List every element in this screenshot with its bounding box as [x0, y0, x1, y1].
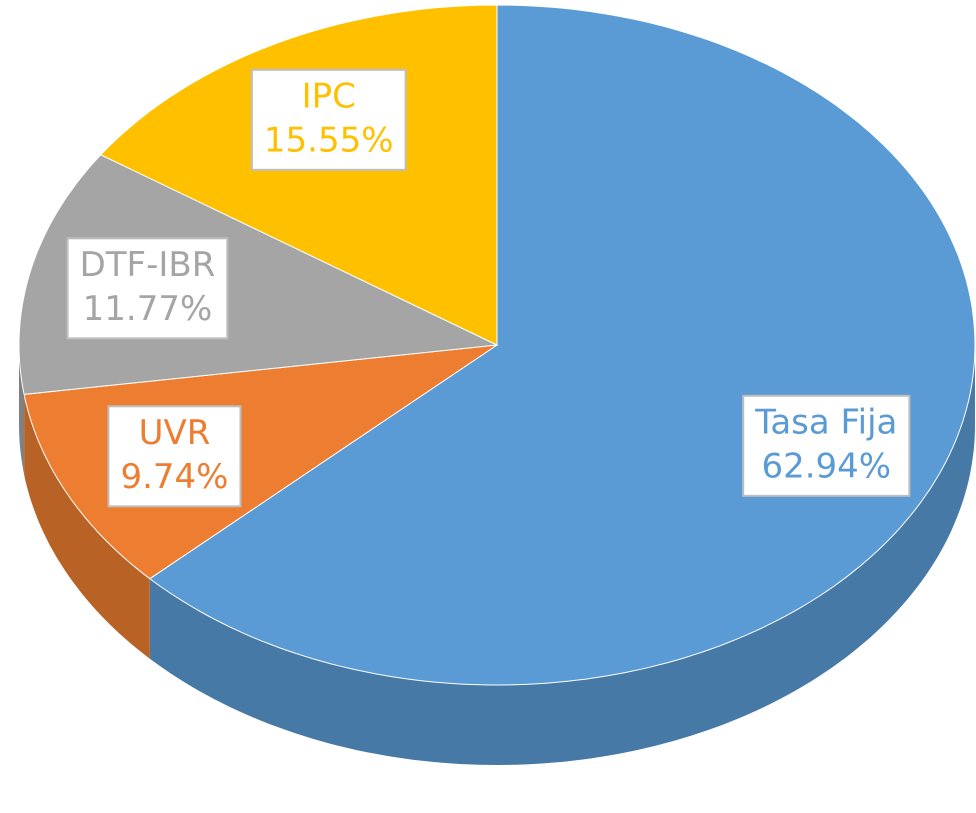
label-category: Tasa Fija	[754, 402, 897, 442]
label-value: 9.74%	[120, 457, 228, 497]
slice-side	[149, 345, 976, 765]
slice-top	[23, 344, 498, 580]
label-value: 11.77%	[83, 289, 213, 329]
slice	[148, 4, 976, 765]
label-box	[107, 405, 242, 508]
label-value: 15.55%	[264, 120, 394, 160]
label-category: UVR	[139, 413, 211, 453]
slice	[23, 344, 498, 659]
label-box	[66, 237, 229, 340]
slice-side	[19, 345, 25, 475]
slice-top	[148, 4, 976, 686]
label-category: IPC	[302, 76, 356, 116]
slice-side	[24, 394, 150, 659]
label-box	[250, 68, 407, 171]
label-category: DTF-IBR	[80, 245, 216, 285]
label-value: 62.94%	[761, 446, 891, 486]
label-box	[742, 394, 911, 497]
